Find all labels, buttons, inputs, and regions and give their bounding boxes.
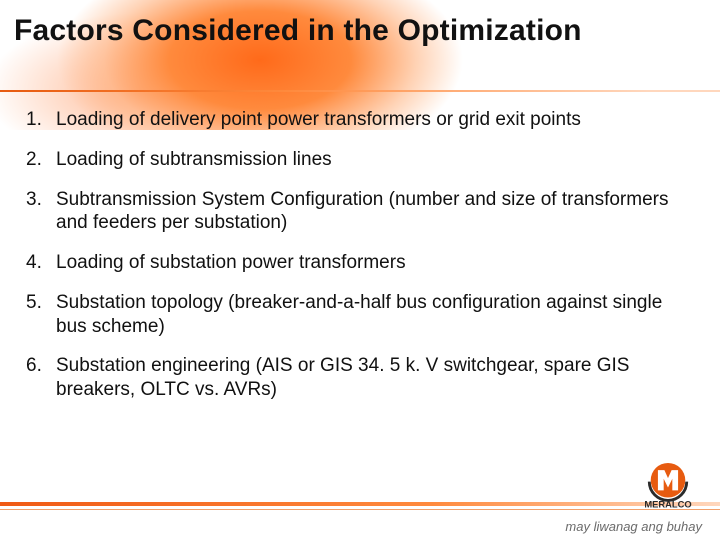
list-item: Substation topology (breaker-and-a-half …: [26, 291, 694, 339]
footer-thin-line: [0, 509, 720, 510]
slide-title: Factors Considered in the Optimization: [14, 14, 706, 48]
logo-wordmark: MERALCO: [644, 500, 691, 510]
list-item: Substation engineering (AIS or GIS 34. 5…: [26, 354, 694, 402]
meralco-logo-icon: MERALCO: [632, 460, 704, 512]
footer-accent-bar: [0, 502, 720, 506]
factor-list: Loading of delivery point power transfor…: [26, 108, 694, 402]
list-item: Subtransmission System Configuration (nu…: [26, 188, 694, 236]
list-item: Loading of delivery point power transfor…: [26, 108, 694, 132]
content-area: Loading of delivery point power transfor…: [26, 108, 694, 480]
list-item: Loading of substation power transformers: [26, 251, 694, 275]
slide: Factors Considered in the Optimization L…: [0, 0, 720, 540]
meralco-logo: MERALCO: [632, 460, 704, 512]
logo-tagline: may liwanag ang buhay: [565, 519, 702, 534]
list-item: Loading of subtransmission lines: [26, 148, 694, 172]
title-underline: [0, 90, 720, 92]
